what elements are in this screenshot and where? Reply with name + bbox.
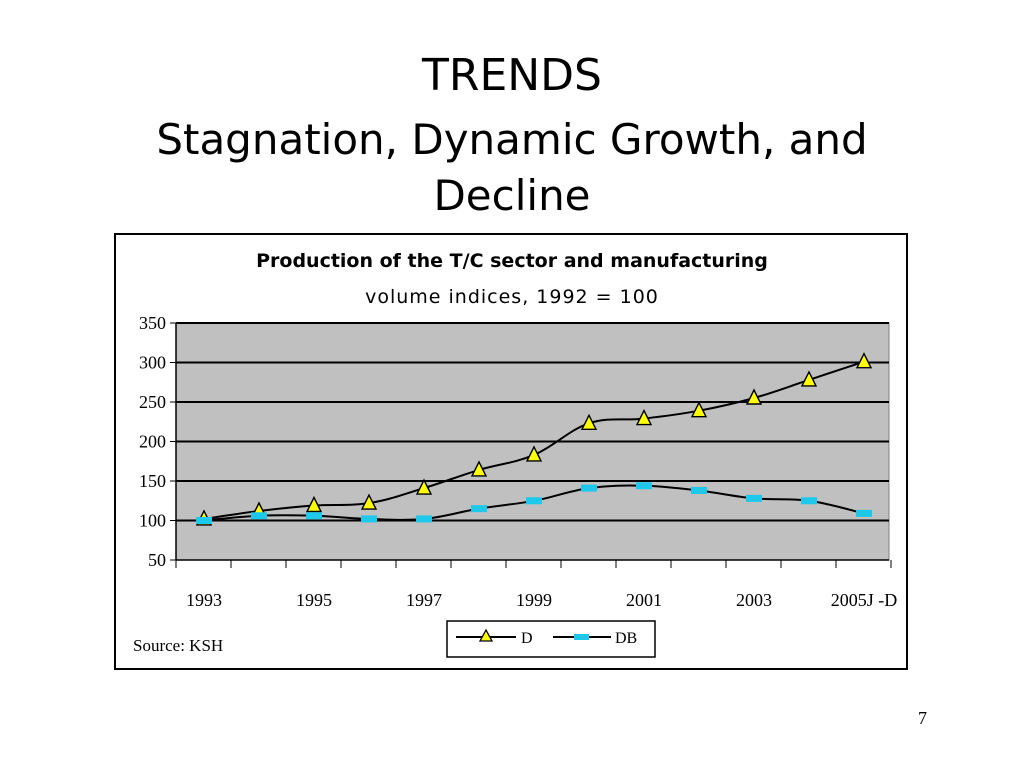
x-tick-label: 1993 <box>186 590 222 610</box>
x-tick-label: 2005J -D <box>831 590 898 610</box>
data-point-d-2005J-D <box>855 352 873 369</box>
source-note: Source: KSH <box>133 636 223 655</box>
y-tick-label: 100 <box>139 511 166 531</box>
x-tick-label: 2003 <box>736 590 772 610</box>
data-point-d-2001 <box>635 409 653 426</box>
legend: D DB <box>446 620 656 658</box>
y-tick-label: 150 <box>139 471 166 491</box>
line-chart: Production of the T/C sector and manufac… <box>133 250 897 658</box>
legend-box <box>446 620 656 658</box>
data-point-db-2002 <box>691 486 707 494</box>
y-tick-label: 50 <box>148 550 166 570</box>
y-tick-label: 300 <box>139 353 166 373</box>
legend-marker-d <box>478 628 494 642</box>
page-number: 7 <box>918 708 927 728</box>
data-point-db-2001 <box>636 482 652 490</box>
data-point-d-1998 <box>470 460 488 477</box>
x-tick-label: 1999 <box>516 590 552 610</box>
x-tick-label: 1995 <box>296 590 332 610</box>
data-point-db-1993 <box>196 517 212 524</box>
legend-label-d: D <box>521 630 533 647</box>
data-point-db-2004 <box>801 497 817 505</box>
data-point-d-1995 <box>305 495 323 513</box>
slide-subtitle: Stagnation, Dynamic Growth, and Decline <box>156 115 868 220</box>
data-point-d-2004 <box>800 370 818 387</box>
data-point-db-2003 <box>746 494 762 502</box>
axes: 50 100 150 200 250 300 350 1993 1995 1997 1999 2001… <box>139 313 897 610</box>
gridlines <box>176 322 889 522</box>
data-point-db-1997 <box>416 515 432 523</box>
data-point-d-1999 <box>525 445 543 462</box>
data-point-db-1996 <box>361 515 377 523</box>
x-tick-label: 1997 <box>406 590 442 610</box>
data-point-d-1997 <box>415 478 433 495</box>
data-point-db-2000 <box>581 484 597 492</box>
chart-frame: Production of the T/C sector and manufac… <box>114 233 908 670</box>
chart-subtitle: volume indices, 1992 = 100 <box>365 286 659 308</box>
y-tick-label: 350 <box>139 313 166 333</box>
data-point-d-2002 <box>690 401 708 418</box>
data-point-db-1994 <box>251 512 267 520</box>
chart-title: Production of the T/C sector and manufac… <box>256 250 768 272</box>
legend-label-db: DB <box>615 630 637 647</box>
data-point-d-2000 <box>580 413 598 431</box>
data-point-db-1995 <box>306 512 322 520</box>
data-point-d-1996 <box>360 493 378 510</box>
slide-title: TRENDS <box>422 50 602 101</box>
data-point-db-2005J-D <box>856 509 872 517</box>
data-point-db-1998 <box>471 505 487 513</box>
y-tick-label: 250 <box>139 392 166 412</box>
data-point-d-2003 <box>745 388 763 405</box>
x-tick-label: 2001 <box>626 590 662 610</box>
y-tick-label: 200 <box>139 432 166 452</box>
series <box>195 352 873 526</box>
data-point-db-1999 <box>526 497 542 505</box>
legend-marker-db <box>574 634 589 640</box>
